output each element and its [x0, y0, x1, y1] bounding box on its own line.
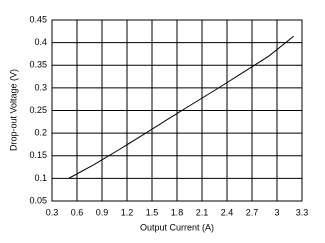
y-tick-label: 0.35: [29, 60, 47, 70]
y-tick-label: 0.2: [34, 128, 47, 138]
y-tick-label: 0.3: [34, 82, 47, 92]
y-tick-label: 0.45: [29, 14, 47, 24]
x-tick-label: 1.2: [121, 207, 134, 217]
x-tick-label: 0.9: [96, 207, 109, 217]
y-tick-label: 0.05: [29, 195, 47, 205]
y-tick-label: 0.4: [34, 37, 47, 47]
x-tick-label: 1.5: [146, 207, 159, 217]
x-tick-label: 2.7: [246, 207, 259, 217]
y-tick-label: 0.1: [34, 173, 47, 183]
line-series: [68, 35, 294, 179]
x-tick-label: 1.8: [171, 207, 184, 217]
x-tick-label: 2.4: [221, 207, 234, 217]
x-tick-label: 3: [274, 207, 279, 217]
x-tick-label: 0.3: [46, 207, 59, 217]
y-axis-label: Drop-out Voltage (V): [8, 69, 18, 151]
x-tick-label: 3.3: [296, 207, 309, 217]
x-tick-label: 0.6: [71, 207, 84, 217]
x-axis-label: Output Current (A): [140, 222, 214, 232]
y-tick-label: 0.25: [29, 105, 47, 115]
y-tick-label: 0.15: [29, 150, 47, 160]
plot-border: [51, 19, 303, 202]
x-tick-label: 2.1: [196, 207, 209, 217]
